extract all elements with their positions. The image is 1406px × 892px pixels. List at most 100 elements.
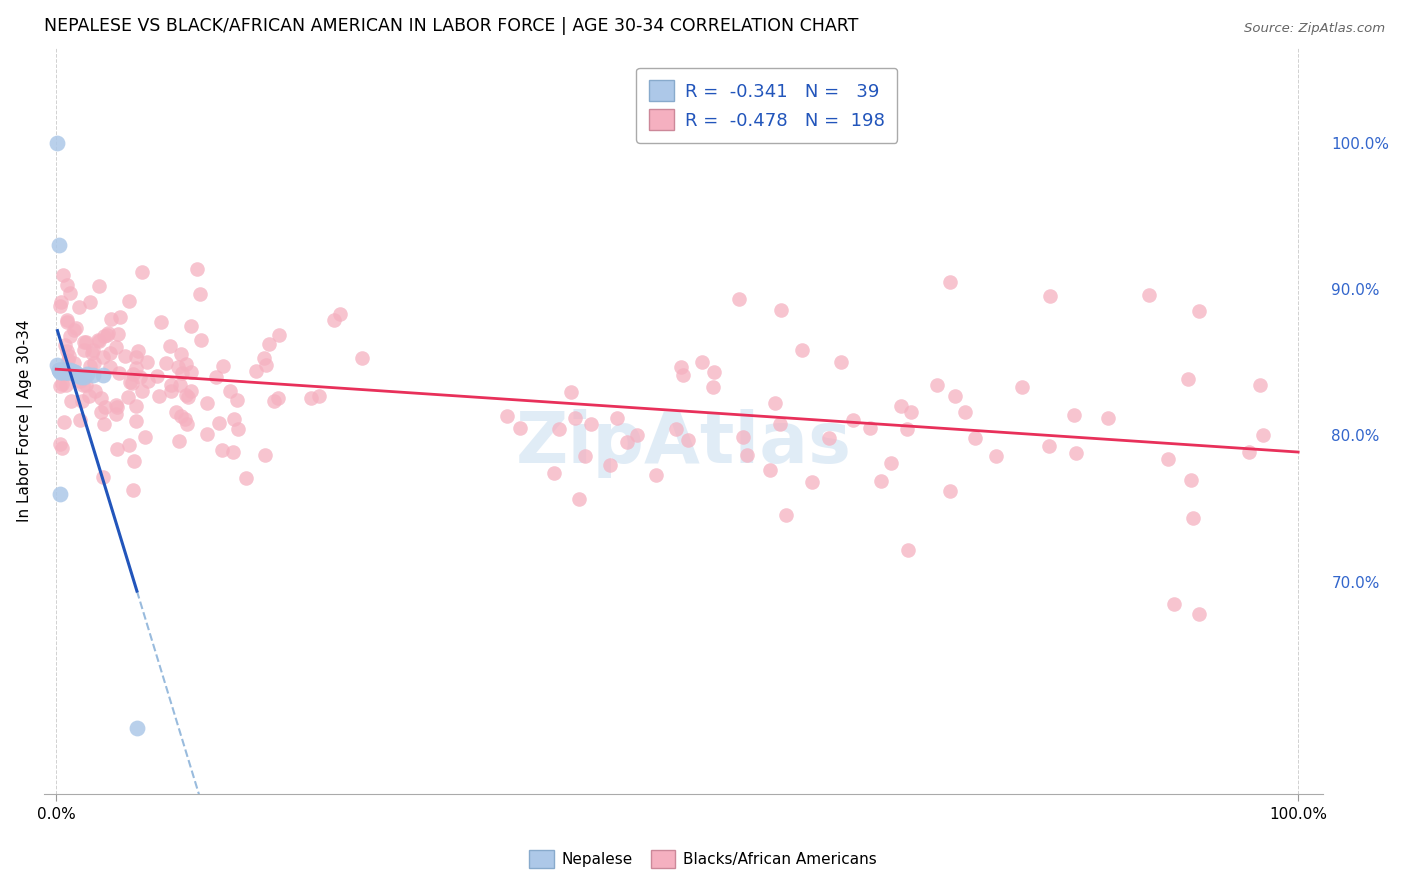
Point [1011, 380, 1033, 394]
Point [53, 364, 76, 378]
Point [108, 366, 131, 380]
Point [842, 413, 865, 427]
Point [60, 364, 83, 378]
Point [79, 389, 101, 403]
Point [253, 351, 276, 365]
Point [986, 450, 1008, 464]
Point [51, 364, 73, 378]
Point [763, 396, 786, 410]
Text: NEPALESE VS BLACK/AFRICAN AMERICAN IN LABOR FORCE | AGE 30-34 CORRELATION CHART: NEPALESE VS BLACK/AFRICAN AMERICAN IN LA… [44, 17, 858, 35]
Point [84, 384, 107, 398]
Point [308, 389, 330, 403]
Point [75, 335, 97, 350]
Point [927, 378, 949, 392]
Point [253, 448, 276, 462]
Point [60, 366, 83, 380]
Point [211, 442, 233, 457]
Point [1163, 597, 1185, 611]
Point [76, 367, 98, 381]
Point [60, 366, 83, 380]
Point [148, 389, 170, 403]
Point [267, 327, 290, 342]
Point [48, 362, 70, 376]
Point [135, 354, 157, 368]
Point [87, 279, 110, 293]
Point [267, 392, 290, 406]
Point [97, 326, 120, 340]
Point [98, 346, 121, 360]
Point [98, 359, 121, 374]
Point [174, 411, 197, 425]
Point [59, 285, 82, 300]
Point [51, 376, 73, 391]
Point [775, 508, 797, 522]
Point [195, 427, 218, 442]
Point [96, 328, 118, 343]
Point [62, 356, 84, 370]
Point [125, 399, 148, 413]
Point [678, 433, 700, 447]
Point [56, 353, 79, 368]
Point [169, 378, 191, 392]
Point [108, 310, 131, 325]
Legend: Nepalese, Blacks/African Americans: Nepalese, Blacks/African Americans [522, 843, 884, 875]
Point [93, 350, 115, 364]
Point [1039, 289, 1062, 303]
Point [82, 343, 104, 357]
Point [509, 420, 531, 434]
Point [669, 360, 692, 375]
Point [665, 421, 688, 435]
Point [180, 319, 202, 334]
Point [1064, 446, 1087, 460]
Point [48, 362, 70, 376]
Point [574, 450, 596, 464]
Point [616, 434, 638, 449]
Point [73, 334, 96, 349]
Point [107, 326, 129, 341]
Point [567, 491, 589, 506]
Point [768, 417, 790, 432]
Point [52, 364, 75, 378]
Point [51, 366, 73, 380]
Point [1157, 451, 1180, 466]
Point [176, 357, 198, 371]
Point [60, 366, 83, 380]
Point [70, 370, 93, 384]
Point [890, 400, 912, 414]
Point [53, 338, 76, 352]
Point [645, 468, 668, 483]
Point [62, 323, 84, 337]
Point [769, 303, 792, 318]
Point [122, 483, 145, 497]
Point [323, 313, 346, 327]
Point [105, 442, 128, 457]
Point [208, 416, 231, 430]
Point [160, 378, 183, 392]
Point [55, 366, 77, 380]
Point [49, 364, 72, 378]
Point [900, 405, 922, 419]
Point [134, 430, 156, 444]
Point [329, 307, 352, 321]
Point [599, 458, 621, 472]
Point [176, 417, 198, 432]
Point [48, 238, 70, 252]
Point [155, 356, 177, 370]
Point [801, 475, 824, 489]
Point [49, 366, 72, 380]
Point [690, 355, 713, 369]
Point [67, 301, 90, 315]
Point [1063, 409, 1085, 423]
Point [166, 359, 188, 374]
Point [186, 262, 208, 277]
Point [75, 378, 97, 392]
Point [1177, 372, 1199, 386]
Point [46, 136, 69, 150]
Point [218, 384, 240, 398]
Point [56, 277, 79, 292]
Point [225, 392, 247, 407]
Point [49, 487, 72, 501]
Point [170, 366, 193, 380]
Point [56, 366, 79, 380]
Point [93, 328, 115, 343]
